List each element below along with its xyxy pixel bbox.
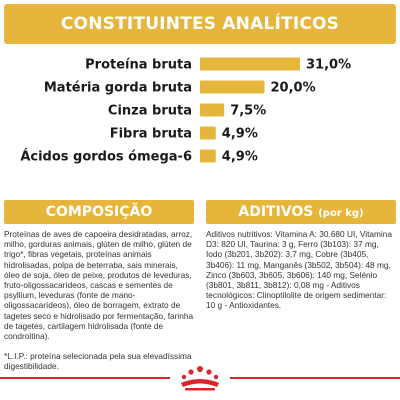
page-title: CONSTITUINTES ANALÍTICOS (60, 14, 340, 34)
royal-canin-crown-icon (170, 361, 230, 395)
composition-text: Proteínas de aves de capoeira desidratad… (4, 229, 194, 342)
bar (200, 103, 225, 117)
value-label: 20,0% (271, 81, 316, 96)
composition-header: COMPOSIÇÃO (4, 200, 194, 224)
bar (200, 57, 300, 71)
additives-unit: (por kg) (318, 208, 364, 219)
bar (200, 80, 265, 94)
analytical-bar-chart: Proteína bruta 31,0% Matéria gorda bruta 20… (20, 57, 351, 165)
value-label: 7,5% (230, 104, 266, 119)
title-banner: CONSTITUINTES ANALÍTICOS (4, 4, 396, 44)
category-label: Proteína bruta (85, 58, 192, 73)
footer (0, 360, 400, 400)
category-label: Fibra bruta (110, 127, 192, 142)
category-label: Cinza bruta (108, 104, 192, 119)
value-label: 4,9% (222, 150, 258, 165)
composition-note: *L.I.P.: proteína selecionada pela sua e… (4, 351, 192, 372)
additives-header: ADITIVOS (por kg) (206, 200, 396, 224)
category-label: Matéria gorda bruta (44, 81, 192, 96)
additives-text: Aditivos nutritivos: Vitamina A: 30.680 … (206, 229, 393, 311)
bar (200, 149, 216, 163)
value-label: 31,0% (306, 58, 351, 73)
category-label: Ácidos gordos ómega-6 (20, 149, 192, 165)
bar (200, 126, 216, 140)
additives-title: ADITIVOS (238, 204, 314, 220)
value-label: 4,9% (222, 127, 258, 142)
additives-text-block: Aditivos nutritivos: Vitamina A: 30.680 … (206, 229, 396, 311)
additives-title-wrap: ADITIVOS (por kg) (238, 204, 363, 220)
composition-title: COMPOSIÇÃO (45, 204, 153, 220)
composition-text-block: Proteínas de aves de capoeira desidratad… (4, 229, 194, 372)
